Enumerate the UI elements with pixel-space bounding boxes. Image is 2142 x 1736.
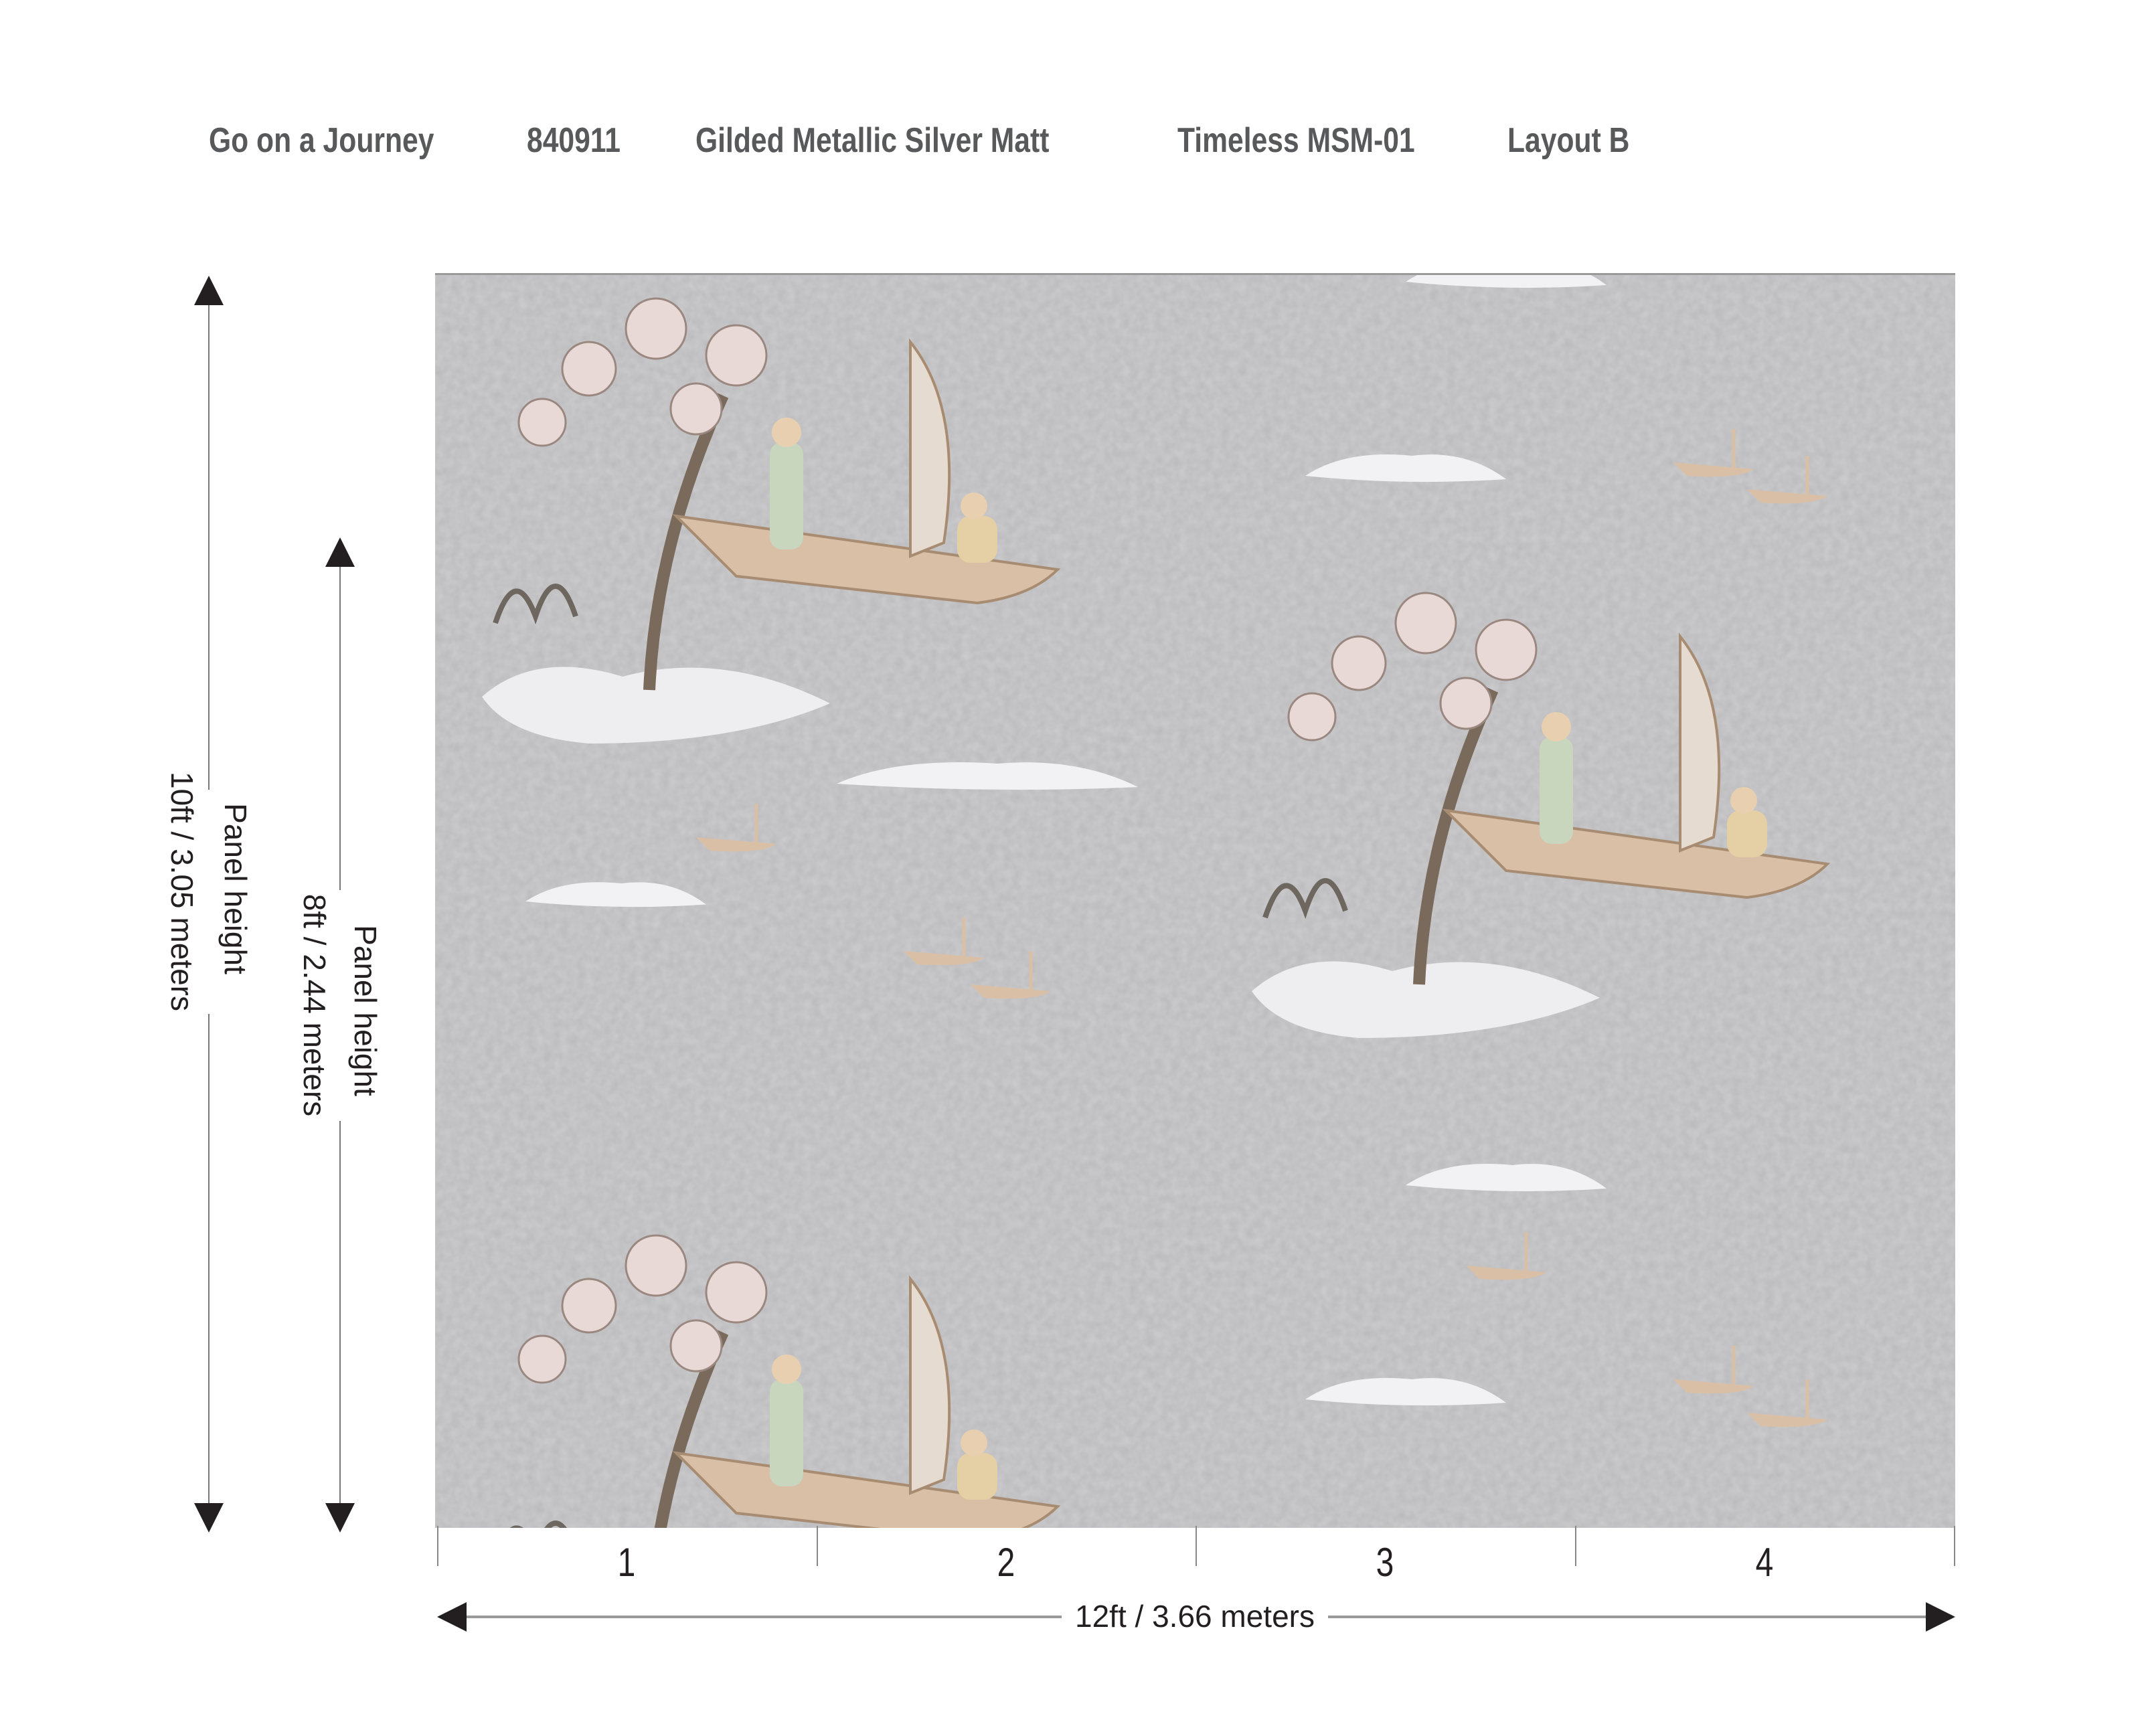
panel-divider (437, 1526, 438, 1566)
panel-height-label: Panel height (348, 925, 383, 1096)
layout-name: Layout B (1507, 121, 1630, 160)
arrow-up-icon (325, 537, 355, 567)
mural-preview (435, 273, 1955, 1528)
panel-number: 1 (617, 1540, 636, 1585)
panel-number: 2 (997, 1540, 1015, 1585)
collection-code: Timeless MSM-01 (1177, 121, 1415, 160)
panel-divider (1196, 1526, 1197, 1566)
total-width-label: 12ft / 3.66 meters (1062, 1598, 1328, 1634)
panel-divider (1575, 1526, 1576, 1566)
arrow-up-icon (194, 276, 224, 305)
arrow-left-icon (437, 1602, 467, 1632)
full-height-label: Panel height (218, 803, 253, 974)
product-code: 840911 (527, 121, 621, 160)
arrow-down-icon (325, 1503, 355, 1533)
panel-divider (817, 1526, 818, 1566)
arrow-down-icon (194, 1503, 224, 1533)
panel-height-value: 8ft / 2.44 meters (297, 893, 332, 1117)
panel-number: 4 (1755, 1540, 1774, 1585)
panel-number: 3 (1376, 1540, 1394, 1585)
height-dimension-arrows (194, 276, 355, 1533)
panel-divider (1954, 1526, 1955, 1566)
full-height-value: 10ft / 3.05 meters (165, 772, 199, 1011)
arrow-right-icon (1926, 1602, 1955, 1632)
material-name: Gilded Metallic Silver Matt (695, 121, 1050, 160)
pattern-name: Go on a Journey (209, 121, 434, 160)
